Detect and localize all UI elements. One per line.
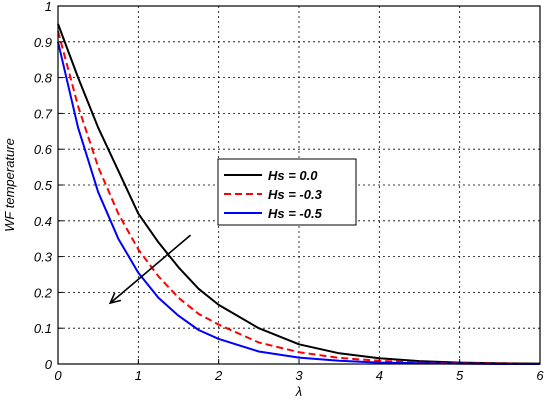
y-tick-label: 0.8 — [34, 71, 53, 86]
y-tick-label: 0.1 — [34, 321, 52, 336]
x-tick-label: 6 — [536, 368, 544, 383]
trend-arrow — [108, 234, 192, 305]
x-tick-label: 2 — [214, 368, 223, 383]
y-tick-label: 0.9 — [34, 35, 52, 50]
y-tick-label: 0.3 — [34, 250, 53, 265]
legend-label: Hs = -0.5 — [268, 206, 323, 221]
legend-label: Hs = 0.0 — [268, 168, 318, 183]
x-axis-label: λ — [295, 384, 302, 399]
x-tick-label: 1 — [135, 368, 142, 383]
plot-frame — [57, 5, 541, 365]
y-axis-label: WF temperature — [2, 138, 17, 232]
x-tick-label: 4 — [376, 368, 383, 383]
x-tick-label: 0 — [54, 368, 62, 383]
series-line-1 — [57, 23, 541, 365]
y-tick-label: 0.2 — [34, 285, 53, 300]
arrow-shaft — [109, 234, 192, 304]
y-tick-label: 0.4 — [34, 214, 52, 229]
legend: Hs = 0.0 Hs = -0.3 Hs = -0.5 — [217, 158, 357, 226]
tick-labels: 0 1 2 3 4 5 6 0 0.1 0.2 0.3 0.4 0.5 0.6 0.7 0.8 0.9 1 — [34, 0, 544, 383]
x-tick-label: 3 — [295, 368, 303, 383]
y-tick-label: 0 — [45, 357, 53, 372]
y-tick-label: 1 — [45, 0, 52, 14]
legend-label: Hs = -0.3 — [268, 187, 323, 202]
y-tick-label: 0.6 — [34, 142, 53, 157]
y-tick-label: 0.7 — [34, 106, 53, 121]
arrow-head — [108, 292, 122, 305]
y-tick-label: 0.5 — [34, 178, 53, 193]
x-tick-label: 5 — [456, 368, 464, 383]
